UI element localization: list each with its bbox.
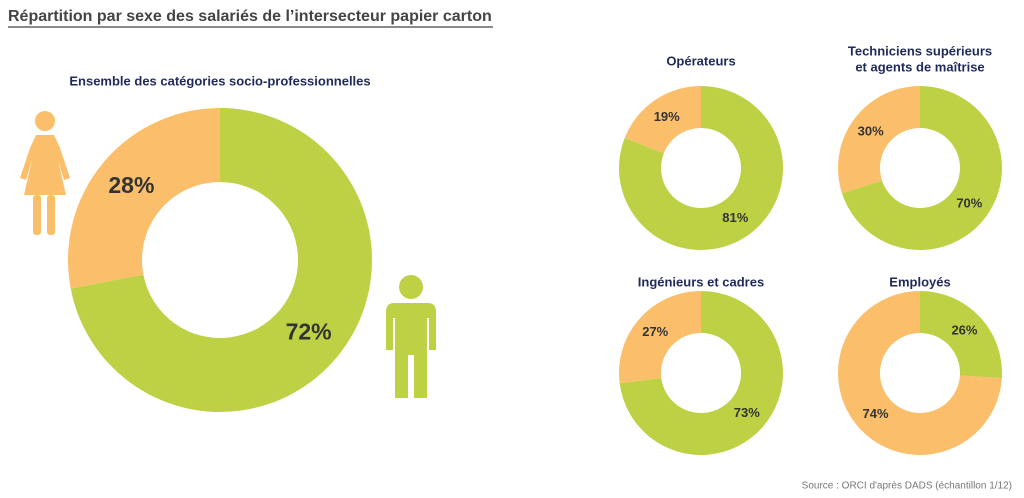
value-label: 30% [858,124,884,139]
chart-title: et agents de maîtrise [855,59,984,74]
value-label: 74% [863,406,889,421]
value-label: 19% [654,109,680,124]
chart-title: Opérateurs [666,53,735,68]
chart-title: Ingénieurs et cadres [638,274,764,289]
value-label: 72% [286,318,332,344]
donut-segment [619,291,783,455]
donut-segment [920,291,1002,379]
chart-title: Techniciens supérieurs [848,43,992,58]
donut-segment [67,108,220,289]
chart-title: Ensemble des catégories socio-profession… [69,73,370,88]
donut-segment [618,86,783,250]
donut-segment [624,86,701,154]
value-label: 81% [722,210,748,225]
value-label: 26% [951,323,977,338]
donut-segment [842,85,1003,250]
donut-segment [838,291,1002,455]
page-title: Répartition par sexe des salariés de l’i… [8,8,492,25]
value-label: 73% [734,405,760,420]
value-label: 70% [956,195,982,210]
donut-segment [838,86,920,194]
value-label: 27% [642,324,668,339]
source: Source : ORCI d'après DADS (échantillon … [802,481,1012,492]
woman-icon [20,111,70,235]
donut-segment [70,108,373,412]
value-label: 28% [108,172,154,198]
donut-segment [619,291,701,384]
chart-title: Employés [889,274,950,289]
man-icon [386,275,436,398]
